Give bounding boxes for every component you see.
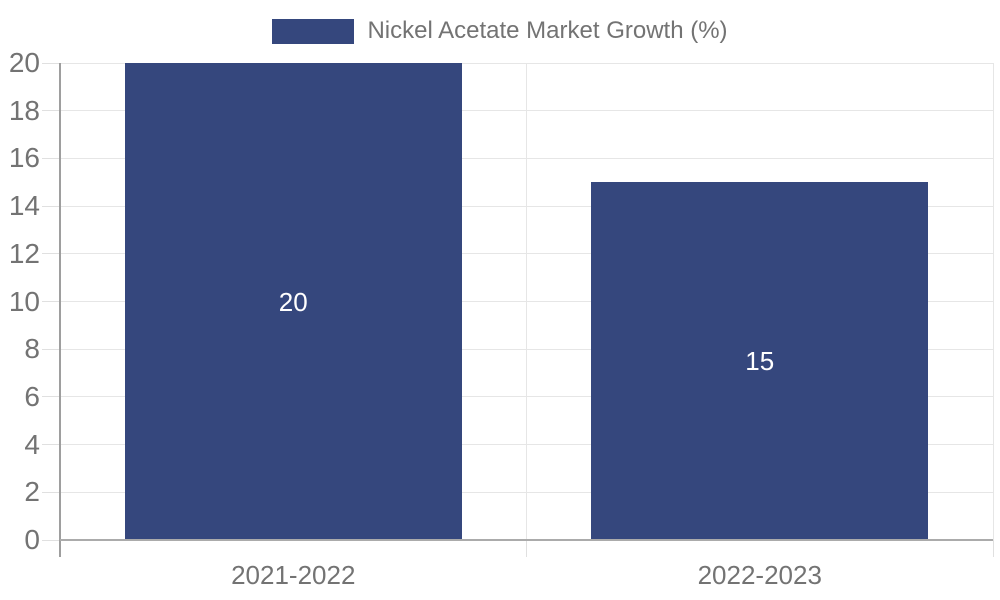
y-tick-label: 12	[8, 237, 40, 269]
y-tick-label: 8	[24, 333, 40, 365]
x-tick-label: 2021-2022	[231, 560, 356, 590]
x-tick-label: 2022-2023	[697, 560, 822, 590]
y-tick-label: 14	[8, 190, 40, 222]
y-tick	[42, 539, 60, 541]
category-divider	[526, 63, 527, 540]
y-tick	[42, 348, 60, 350]
y-tick	[42, 62, 60, 64]
y-tick-label: 0	[24, 524, 40, 555]
y-tick-label: 18	[8, 94, 40, 126]
y-tick-label: 10	[8, 285, 40, 317]
y-tick-label: 4	[24, 428, 40, 460]
y-tick	[42, 491, 60, 493]
bar-value-label: 20	[278, 286, 308, 317]
y-tick-label: 16	[8, 142, 40, 174]
y-tick	[42, 157, 60, 159]
y-tick	[42, 301, 60, 302]
y-tick-label: 6	[24, 380, 40, 412]
y-tick	[42, 253, 60, 255]
y-tick-label: 20	[8, 47, 40, 78]
y-axis-line	[59, 63, 61, 557]
y-tick	[42, 205, 60, 207]
legend-label: Nickel Acetate Market Growth (%)	[367, 17, 728, 44]
bar[interactable]	[124, 63, 462, 540]
plot-right-border	[992, 63, 994, 540]
y-tick	[42, 444, 60, 446]
bar[interactable]	[591, 182, 929, 540]
x-tick	[526, 540, 527, 557]
x-axis-line	[60, 539, 993, 541]
legend-swatch	[272, 18, 355, 44]
bar-value-label: 15	[745, 346, 775, 377]
legend[interactable]: Nickel Acetate Market Growth (%)	[0, 17, 1000, 45]
x-tick	[992, 540, 994, 557]
y-tick	[42, 110, 60, 112]
y-tick-label: 2	[24, 476, 40, 508]
y-tick	[42, 396, 60, 398]
